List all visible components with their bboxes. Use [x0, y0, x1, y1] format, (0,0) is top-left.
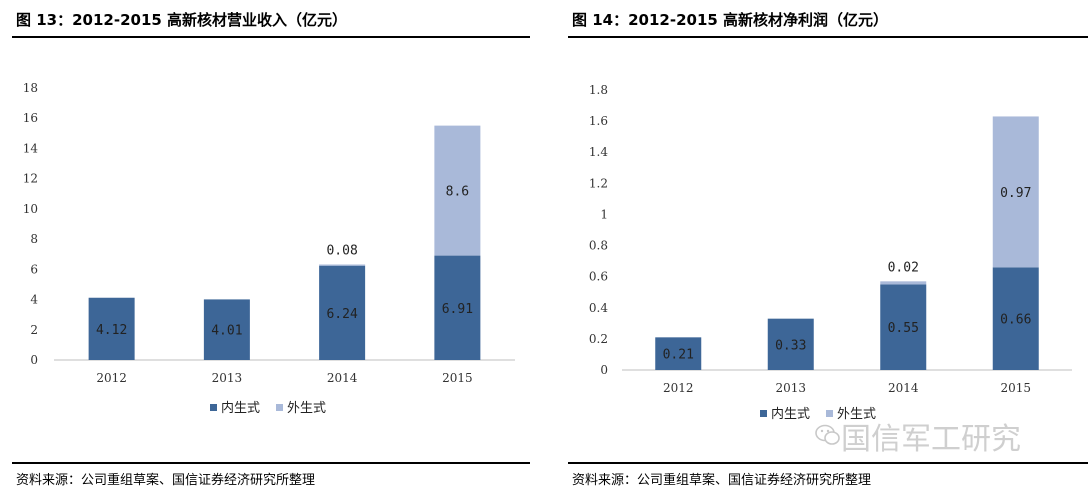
bar-inner: [880, 284, 927, 370]
data-label: 0.33: [775, 338, 806, 353]
bar-inner: [992, 267, 1039, 370]
right-profit-chart: 0 0.2 0.4 0.6 0.8 1 1.2 1.4 1.6 1.8 0.21 2012 0.33 20…: [589, 83, 1072, 422]
x-tick-label: 2013: [212, 371, 243, 385]
x-tick-label: 2015: [442, 371, 473, 385]
legend-label: 内生式: [221, 400, 260, 416]
bar-inner: [767, 318, 814, 370]
y-tick-label: 1.8: [589, 83, 608, 97]
x-tick-label: 2014: [888, 381, 919, 395]
y-tick-label: 10: [23, 202, 38, 216]
y-tick-label: 18: [23, 81, 38, 95]
watermark: 国信军工研究: [815, 414, 1085, 462]
data-label: 0.02: [888, 260, 919, 275]
data-label: 0.21: [663, 348, 694, 363]
data-label: 6.91: [442, 302, 473, 317]
y-tick-label: 2: [30, 323, 38, 337]
bar-outer: [992, 116, 1039, 268]
watermark-text: 国信军工研究: [841, 422, 1021, 457]
right-source-bar: 资料来源：公司重组草案、国信证券经济研究所整理: [568, 462, 1088, 494]
data-label: 4.01: [211, 324, 242, 339]
y-tick-label: 8: [30, 232, 38, 246]
wechat-icon: [815, 424, 840, 445]
data-label: 0.08: [326, 243, 357, 258]
right-chart-panel: 图 14：2012-2015 高新核材净利润（亿元） 0 0.2 0.4 0.6 0.8…: [556, 0, 1088, 492]
x-tick-label: 2012: [663, 381, 694, 395]
x-tick-label: 2013: [775, 381, 806, 395]
left-chart-title-bar: 图 13：2012-2015 高新核材营业收入（亿元）: [12, 6, 530, 38]
bar-outer: [319, 264, 366, 266]
data-label: 4.12: [96, 323, 127, 338]
bar-outer: [434, 125, 481, 256]
right-chart-title-bar: 图 14：2012-2015 高新核材净利润（亿元）: [568, 6, 1088, 38]
legend-swatch: [760, 410, 767, 417]
data-label: 0.66: [1000, 313, 1031, 328]
data-label: 6.24: [326, 307, 357, 322]
y-tick-label: 6: [30, 262, 38, 276]
data-label: 0.55: [888, 321, 919, 336]
y-tick-label: 1: [600, 207, 608, 221]
y-tick-label: 0.6: [589, 270, 608, 284]
y-tick-label: 1.6: [589, 114, 608, 128]
legend-swatch: [276, 404, 283, 411]
bar-outer: [880, 281, 927, 285]
y-tick-label: 14: [23, 141, 39, 155]
y-tick-label: 0: [30, 353, 38, 367]
legend-label: 外生式: [837, 407, 876, 422]
left-revenue-chart: 0 2 4 6 8 10 12 14 16 18 4.12 2012 4.01 2013 6.24 0.08 2…: [23, 81, 515, 416]
bar-inner: [88, 297, 135, 360]
y-tick-label: 0.2: [589, 332, 608, 346]
data-label: 8.6: [446, 185, 469, 200]
bar-inner: [203, 299, 250, 360]
right-chart-title: 图 14：2012-2015 高新核材净利润（亿元）: [572, 11, 889, 29]
legend-label: 内生式: [771, 406, 810, 422]
y-tick-label: 12: [23, 172, 38, 186]
y-tick-label: 0.8: [589, 239, 608, 253]
x-tick-label: 2015: [1000, 381, 1031, 395]
data-label: 0.97: [1000, 186, 1031, 201]
x-tick-label: 2012: [96, 371, 127, 385]
legend-swatch: [210, 404, 217, 411]
y-tick-label: 0: [600, 363, 608, 377]
right-source-note: 资料来源：公司重组草案、国信证券经济研究所整理: [572, 473, 872, 488]
bar-inner: [319, 265, 366, 360]
bar-inner: [655, 337, 702, 370]
bar-inner: [434, 255, 481, 360]
left-chart-title: 图 13：2012-2015 高新核材营业收入（亿元）: [16, 11, 348, 29]
left-source-note: 资料来源：公司重组草案、国信证券经济研究所整理: [16, 473, 316, 488]
y-tick-label: 4: [30, 293, 38, 307]
y-tick-label: 0.4: [589, 301, 608, 315]
legend-swatch: [826, 410, 833, 417]
legend-label: 外生式: [287, 401, 326, 416]
y-tick-label: 1.2: [589, 176, 608, 190]
y-tick-label: 16: [23, 111, 38, 125]
left-source-bar: 资料来源：公司重组草案、国信证券经济研究所整理: [12, 462, 530, 494]
left-chart-panel: 图 13：2012-2015 高新核材营业收入（亿元） 0 2 4 6 8 10 12 14 1…: [0, 0, 530, 492]
y-tick-label: 1.4: [589, 145, 608, 159]
x-tick-label: 2014: [327, 371, 358, 385]
